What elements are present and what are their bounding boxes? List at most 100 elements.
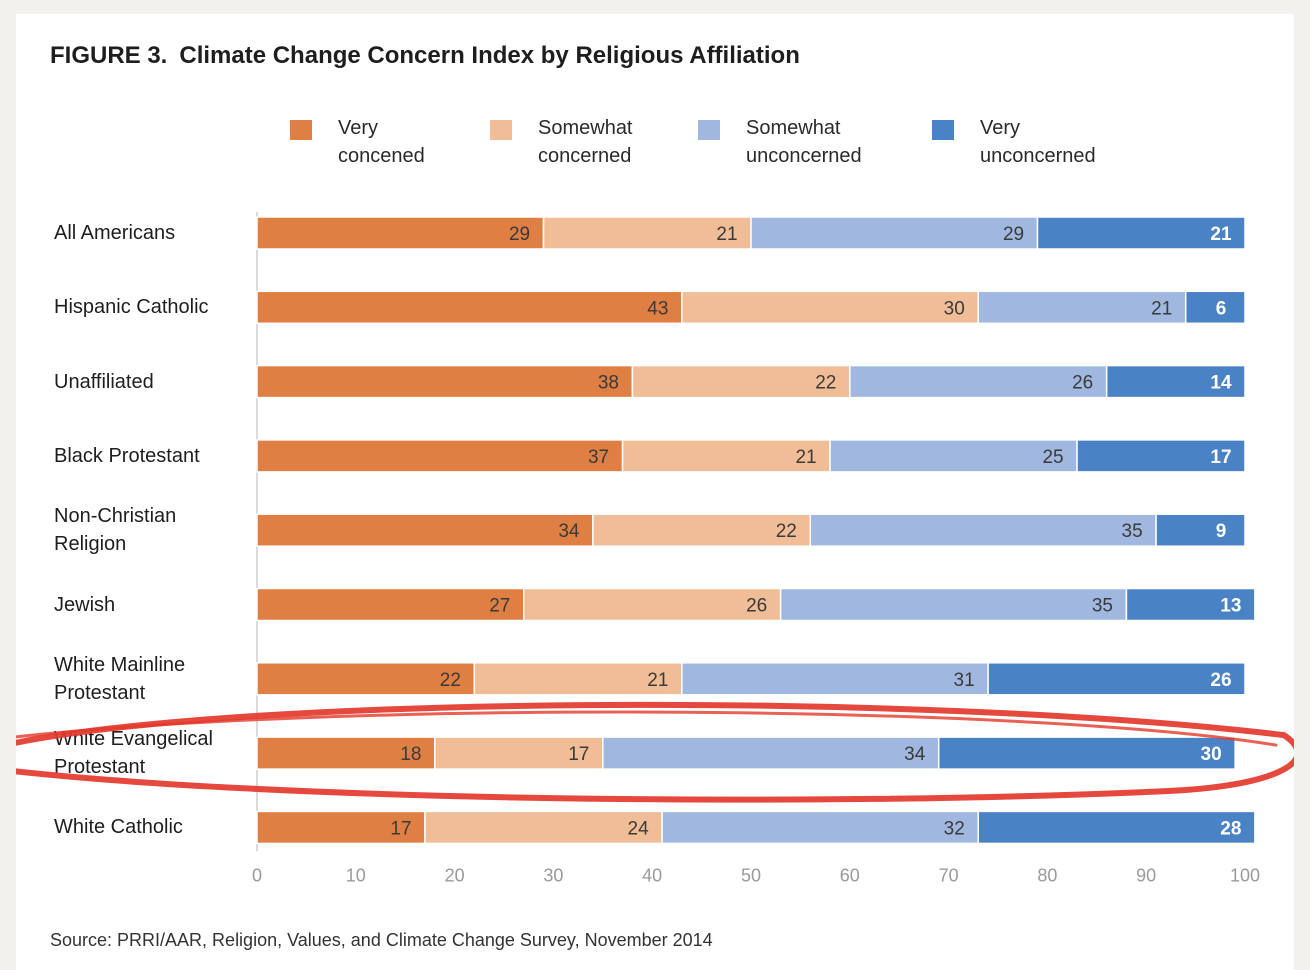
legend-swatch bbox=[698, 120, 720, 140]
data-label: 35 bbox=[1122, 521, 1143, 542]
data-label: 35 bbox=[1092, 596, 1113, 617]
bar-segment bbox=[779, 587, 1128, 622]
bar-segment bbox=[256, 364, 634, 399]
bar-segment bbox=[256, 736, 436, 770]
chart-card: FIGURE 3. Climate Change Concern Index by… bbox=[16, 14, 1294, 970]
data-label: 32 bbox=[944, 818, 965, 839]
bar-segment bbox=[681, 662, 989, 696]
data-label: 21 bbox=[1210, 224, 1232, 245]
bar-segment bbox=[256, 216, 545, 250]
bar-segment bbox=[523, 587, 782, 622]
legend-swatch bbox=[932, 120, 954, 140]
x-tick-label: 90 bbox=[1136, 865, 1156, 885]
legend-swatch bbox=[290, 120, 312, 140]
bar-segment bbox=[602, 736, 940, 770]
data-label: 29 bbox=[509, 224, 530, 245]
bar-segment bbox=[829, 439, 1078, 473]
data-label: 6 bbox=[1216, 298, 1227, 319]
data-label: 17 bbox=[568, 744, 589, 765]
data-label: 13 bbox=[1220, 596, 1241, 617]
data-label: 34 bbox=[904, 744, 926, 765]
data-label: 29 bbox=[1003, 224, 1024, 245]
category-label: White Evangelical Protestant bbox=[54, 728, 213, 779]
x-tick-label: 30 bbox=[543, 865, 563, 885]
bar-segment bbox=[661, 810, 979, 845]
data-label: 37 bbox=[588, 447, 609, 468]
data-label: 21 bbox=[1151, 298, 1172, 319]
figure-number: FIGURE 3. bbox=[50, 42, 168, 69]
legend-label: Very concened bbox=[338, 117, 425, 167]
category-label: All Americans bbox=[54, 222, 176, 244]
bar-segment bbox=[1036, 216, 1246, 250]
bar-segment bbox=[1125, 587, 1256, 622]
data-label: 43 bbox=[647, 298, 668, 319]
bar-segment bbox=[256, 439, 624, 473]
data-label: 22 bbox=[815, 373, 836, 394]
bar-segment bbox=[631, 364, 851, 399]
bar-segment bbox=[434, 736, 604, 770]
bar-segment bbox=[256, 810, 426, 845]
bar-segment bbox=[987, 662, 1246, 696]
x-tick-label: 80 bbox=[1037, 865, 1057, 885]
data-label: 30 bbox=[944, 298, 965, 319]
category-label: White Catholic bbox=[54, 816, 183, 839]
bar-segment bbox=[592, 513, 812, 547]
bar-segment bbox=[621, 439, 831, 473]
bar-segment bbox=[256, 513, 594, 547]
data-label: 27 bbox=[489, 596, 510, 617]
legend-label: Somewhat unconcerned bbox=[746, 117, 862, 167]
data-label: 38 bbox=[598, 373, 619, 394]
bar-segment bbox=[977, 810, 1256, 845]
bar-segment bbox=[256, 290, 683, 325]
bar-segment bbox=[750, 216, 1039, 250]
x-tick-label: 70 bbox=[939, 865, 959, 885]
data-label: 22 bbox=[440, 670, 461, 691]
x-tick-label: 20 bbox=[445, 865, 465, 885]
data-label: 21 bbox=[795, 447, 816, 468]
category-label: Jewish bbox=[54, 593, 116, 616]
legend-label: Somewhat concerned bbox=[538, 117, 633, 167]
data-label: 26 bbox=[746, 596, 767, 617]
bar-segment bbox=[809, 513, 1157, 547]
category-label: White Mainline Protestant bbox=[54, 653, 186, 704]
x-tick-label: 60 bbox=[840, 865, 860, 885]
bar-segment bbox=[681, 290, 979, 325]
bar-segment bbox=[849, 364, 1108, 399]
x-tick-label: 50 bbox=[741, 865, 761, 885]
category-label: Black Protestant bbox=[54, 444, 200, 467]
data-label: 30 bbox=[1201, 744, 1222, 765]
x-tick-label: 10 bbox=[346, 865, 366, 885]
data-label: 22 bbox=[776, 521, 797, 542]
category-label: Hispanic Catholic bbox=[54, 296, 209, 319]
legend-swatch bbox=[490, 120, 512, 140]
legend-label: Very unconcerned bbox=[980, 117, 1096, 167]
data-label: 26 bbox=[1072, 373, 1093, 394]
chart-title: FIGURE 3. Climate Change Concern Index by… bbox=[50, 42, 800, 70]
category-label: Non-Christian Religion bbox=[54, 505, 177, 556]
data-label: 34 bbox=[558, 521, 580, 542]
bar-segment bbox=[256, 587, 525, 622]
bar-segment bbox=[977, 290, 1187, 325]
data-label: 17 bbox=[390, 818, 411, 839]
highlight-ellipse bbox=[16, 701, 1294, 803]
data-label: 28 bbox=[1220, 818, 1241, 839]
stacked-bar-chart: 0 10 20 30 40 50 60 70 80 90 100 29 21 29 21 43 30 21 6 38 2… bbox=[16, 212, 1294, 885]
bar-segment bbox=[1155, 513, 1246, 547]
data-label: 18 bbox=[400, 744, 421, 765]
data-label: 31 bbox=[954, 670, 975, 691]
category-label: Unaffiliated bbox=[54, 370, 154, 393]
data-label: 24 bbox=[628, 818, 650, 839]
bar-segment bbox=[1076, 439, 1246, 473]
data-label: 21 bbox=[647, 670, 668, 691]
data-label: 25 bbox=[1042, 447, 1063, 468]
bar-segment bbox=[937, 736, 1236, 770]
bar-segment bbox=[256, 662, 476, 696]
title-text: Climate Change Concern Index by Religiou… bbox=[179, 42, 800, 69]
x-tick-label: 40 bbox=[642, 865, 662, 885]
data-label: 26 bbox=[1210, 670, 1231, 691]
source-note: Source: PRRI/AAR, Religion, Values, and … bbox=[50, 930, 713, 950]
bar-segment bbox=[1184, 290, 1246, 325]
data-label: 14 bbox=[1210, 373, 1232, 394]
data-label: 21 bbox=[716, 224, 737, 245]
x-tick-label: 100 bbox=[1230, 865, 1260, 885]
